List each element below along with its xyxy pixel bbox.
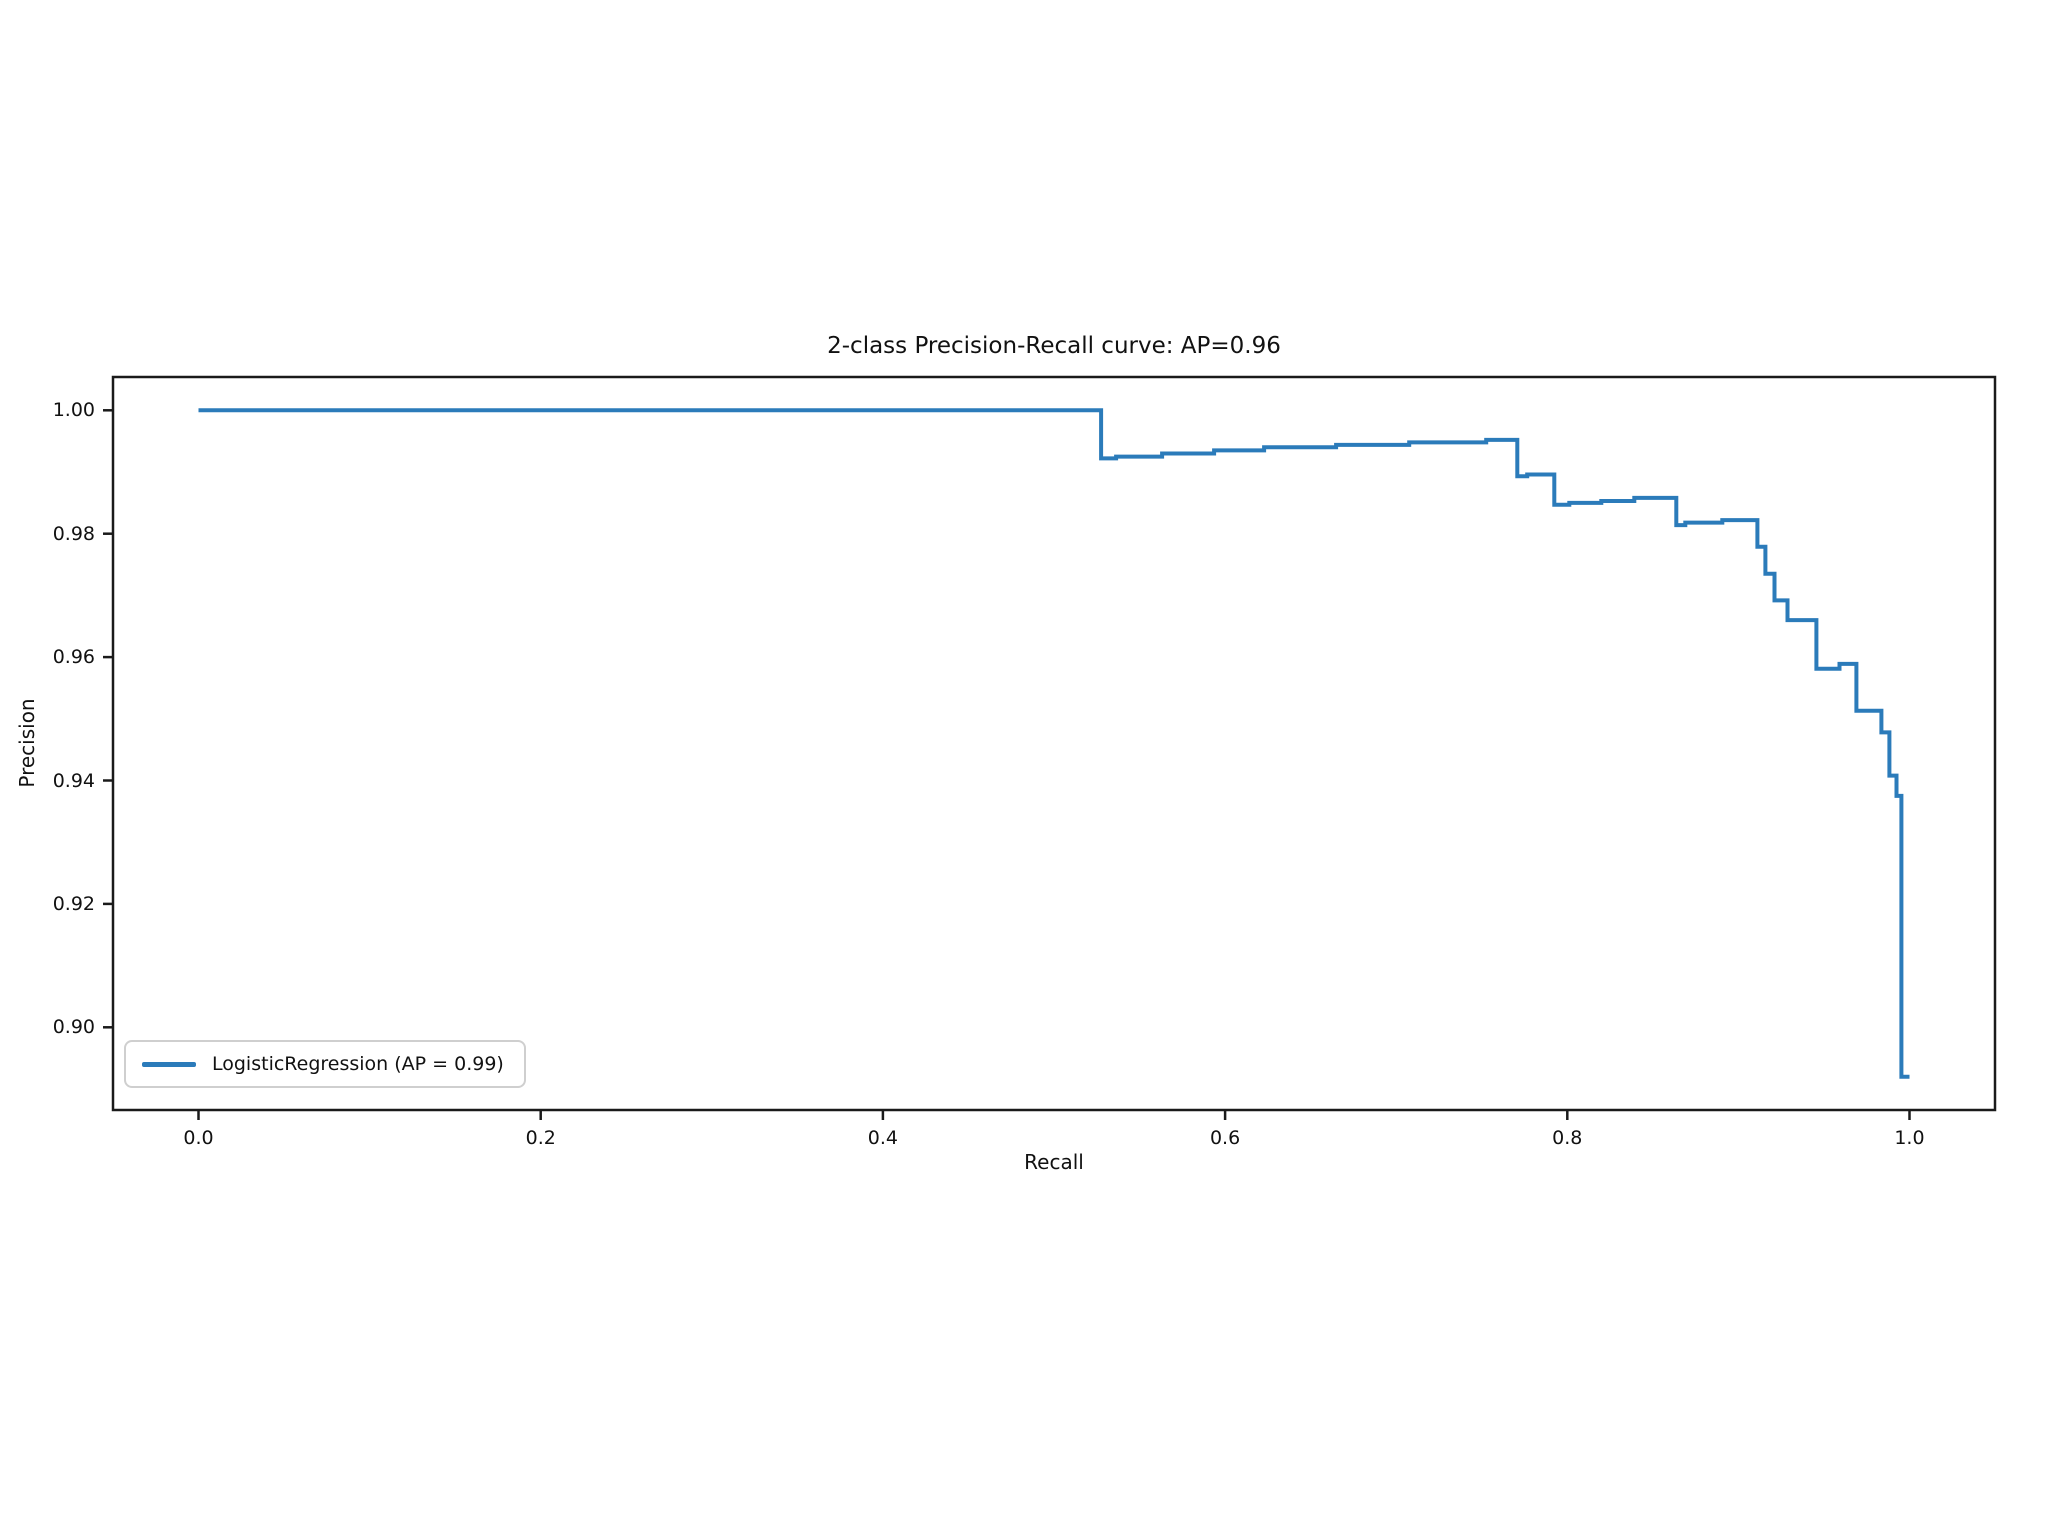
x-tick-label: 1.0	[1894, 1127, 1925, 1149]
axes-spines	[111, 375, 1997, 1112]
legend-line-sample	[142, 1061, 196, 1067]
y-tick-label: 0.90	[52, 1016, 95, 1039]
chart-title: 2-class Precision-Recall curve: AP=0.96	[827, 333, 1281, 359]
x-axis-label: Recall	[1024, 1150, 1084, 1174]
pr-curve-line	[198, 408, 1910, 1079]
y-tick-label: 0.98	[52, 522, 95, 545]
x-tick-label: 0.0	[183, 1127, 214, 1149]
y-tick-label: 1.00	[52, 399, 95, 422]
x-tick-label: 0.2	[525, 1127, 556, 1149]
legend-label: LogisticRegression (AP = 0.99)	[212, 1053, 504, 1075]
x-tick-label: 0.6	[1209, 1127, 1241, 1149]
x-tick-label: 0.4	[867, 1127, 899, 1149]
legend: LogisticRegression (AP = 0.99)	[124, 1040, 526, 1088]
x-tick-label: 0.8	[1552, 1127, 1583, 1149]
y-tick-label: 0.92	[52, 892, 95, 915]
y-tick-label: 0.94	[52, 769, 95, 792]
y-tick-label: 0.96	[52, 646, 95, 669]
